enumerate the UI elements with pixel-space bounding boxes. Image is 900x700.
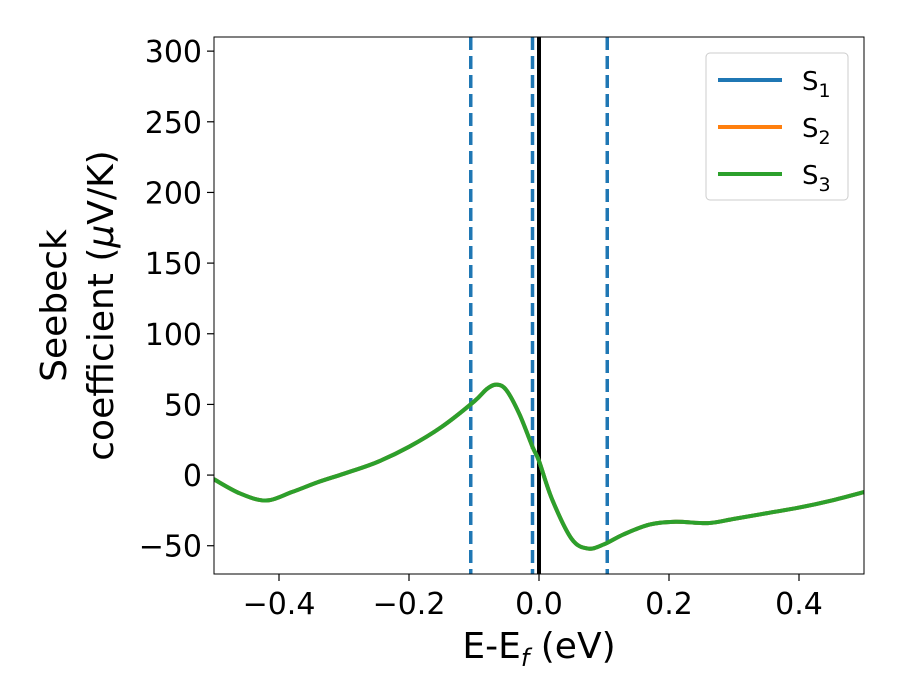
x-tick-label: 0.2 bbox=[645, 587, 693, 622]
y-tick-label: 100 bbox=[145, 318, 202, 353]
series-line-s3 bbox=[214, 382, 864, 551]
y-tick-label: −50 bbox=[139, 530, 202, 565]
x-axis-label-main: E-E bbox=[462, 626, 520, 667]
legend-label-s2: S2 bbox=[802, 114, 831, 149]
x-tick-label: −0.4 bbox=[243, 587, 316, 622]
y-axis-label: Seebeck coefficient (μV/K) bbox=[34, 150, 122, 460]
y-axis-label-mu: μ bbox=[81, 225, 122, 249]
x-tick-label: 0.4 bbox=[775, 587, 823, 622]
x-tick-label: −0.2 bbox=[373, 587, 446, 622]
x-tick-label: 0.0 bbox=[515, 587, 563, 622]
y-axis-label-line1: Seebeck bbox=[34, 229, 75, 382]
y-tick-label: 200 bbox=[145, 176, 202, 211]
x-axis-label: E-Ef (eV) bbox=[462, 626, 615, 672]
reference-lines bbox=[469, 37, 609, 574]
series-lines bbox=[214, 382, 864, 551]
y-tick-label: 250 bbox=[145, 106, 202, 141]
y-axis-ticks: −50 0 50 100 150 200 250 300 bbox=[139, 35, 214, 565]
x-axis-label-tail: (eV) bbox=[529, 626, 615, 667]
y-tick-label: 300 bbox=[145, 35, 202, 70]
legend: S1 S2 S3 bbox=[705, 52, 849, 201]
y-tick-label: 50 bbox=[164, 388, 202, 423]
x-axis-ticks: −0.4 −0.2 0.0 0.2 0.4 bbox=[243, 574, 823, 622]
legend-label-s1: S1 bbox=[802, 67, 831, 102]
y-tick-label: 0 bbox=[183, 459, 202, 494]
legend-label-s3: S3 bbox=[802, 161, 831, 196]
y-axis-label-line2-pre: coefficient ( bbox=[81, 248, 122, 461]
y-tick-label: 150 bbox=[145, 247, 202, 282]
y-axis-label-line2: coefficient (μV/K) bbox=[81, 150, 122, 460]
y-axis-label-line2-post: V/K) bbox=[81, 150, 122, 224]
